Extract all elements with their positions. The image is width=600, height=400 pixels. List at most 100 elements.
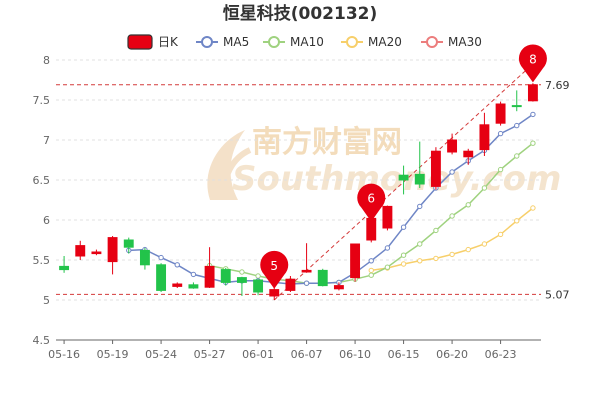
ma20-point: [530, 205, 536, 211]
candle: [204, 247, 215, 288]
candle: [350, 243, 361, 282]
legend-circle-icon: [268, 36, 280, 48]
legend-circle-icon: [426, 36, 438, 48]
y-tick-label: 5: [43, 294, 50, 307]
x-tick-label: 05-27: [194, 348, 226, 361]
marker-pin-icon: [260, 250, 289, 289]
candle-body: [479, 124, 490, 151]
candle: [398, 165, 409, 195]
legend-circle-icon: [201, 36, 213, 48]
ma5-point: [303, 280, 310, 286]
marker-pin: 6: [357, 183, 386, 222]
candle-body: [285, 278, 296, 291]
candle-body: [91, 251, 102, 255]
candle: [59, 256, 70, 273]
candle-body: [495, 103, 506, 124]
ma10-point: [417, 241, 423, 247]
candle: [317, 268, 328, 287]
candle-body: [188, 284, 199, 289]
y-tick-label: 6: [43, 214, 50, 227]
ma20-point: [449, 251, 455, 258]
candle: [301, 243, 312, 273]
marker-label: 8: [529, 52, 537, 66]
x-tick-label: 06-23: [485, 348, 517, 361]
candle-body: [366, 217, 377, 241]
reference-label: 5.07: [545, 288, 570, 301]
marker-pin: 8: [518, 44, 547, 83]
candle-body: [317, 269, 328, 287]
candle: [172, 282, 183, 288]
x-tick-label: 06-15: [388, 348, 420, 361]
candle-body: [253, 279, 264, 293]
ma20-point: [433, 255, 439, 262]
candle: [430, 147, 441, 190]
ma20-point: [368, 267, 374, 274]
ma10-point: [239, 269, 245, 275]
watermark-en: Southmoney.com: [232, 159, 561, 199]
candle: [107, 236, 118, 275]
candle: [220, 268, 231, 286]
candle: [139, 248, 150, 270]
legend-item-ma10: MA10: [263, 35, 324, 49]
candle-body: [527, 84, 538, 102]
candle: [156, 263, 167, 292]
candle-body: [414, 173, 425, 185]
reference-lines: 7.69 5.07: [56, 79, 570, 301]
ma20-point: [417, 258, 423, 264]
candle-body: [333, 285, 344, 290]
x-tick-label: 06-10: [339, 348, 371, 361]
x-tick-label: 06-07: [291, 348, 323, 361]
ma10-point: [255, 273, 261, 279]
ma5-point: [158, 254, 164, 261]
candle: [253, 279, 264, 296]
legend-label: MA5: [223, 35, 249, 49]
legend-item-ma20: MA20: [341, 35, 402, 49]
candle: [236, 276, 247, 296]
candle: [123, 237, 134, 254]
legend-label: MA20: [368, 35, 402, 49]
southmoney-logo-icon: [207, 130, 252, 200]
legend-label: MA30: [448, 35, 482, 49]
candle: [479, 112, 490, 156]
y-tick-label: 6.5: [33, 174, 51, 187]
candle-body: [123, 239, 134, 248]
legend-label: MA10: [290, 35, 324, 49]
ma5-point: [190, 271, 197, 278]
marker-pin-icon: [357, 183, 386, 222]
candle-body: [430, 150, 441, 187]
ma20-point: [465, 246, 471, 253]
candle-body: [301, 269, 312, 273]
x-tick-label: 05-16: [48, 348, 80, 361]
candle-body: [139, 249, 150, 266]
ma20-point: [514, 218, 520, 224]
ma5-point: [449, 169, 455, 175]
ma10-point: [481, 185, 488, 191]
candle-body: [107, 237, 118, 263]
candle: [285, 276, 296, 292]
y-tick-label: 7.5: [33, 94, 51, 107]
y-tick-label: 4.5: [33, 334, 51, 347]
candle-body: [447, 139, 458, 153]
ma5-point: [368, 258, 374, 264]
ma10-point: [514, 153, 520, 159]
ma5-point: [174, 262, 180, 268]
x-tick-label: 05-19: [97, 348, 129, 361]
candle-body: [204, 265, 215, 288]
candle-body: [172, 283, 183, 287]
legend-label: 日K: [158, 35, 179, 49]
watermark-cn: 南方财富网: [252, 125, 402, 160]
ma5-point: [514, 122, 520, 129]
candle-body: [236, 277, 247, 283]
x-tick-label: 06-20: [436, 348, 468, 361]
ma10-point: [530, 140, 536, 146]
marker-pin-icon: [518, 44, 547, 83]
ma5-point: [497, 130, 504, 137]
ma5-point: [530, 111, 536, 118]
chart-title: 恒星科技(002132): [223, 3, 378, 24]
legend-item-k: 日K: [127, 34, 179, 50]
candles: [59, 83, 538, 300]
legend-circle-icon: [346, 36, 358, 48]
candle-body: [220, 269, 231, 283]
legend: 日K MA5 MA10 MA20 MA30: [127, 34, 482, 50]
